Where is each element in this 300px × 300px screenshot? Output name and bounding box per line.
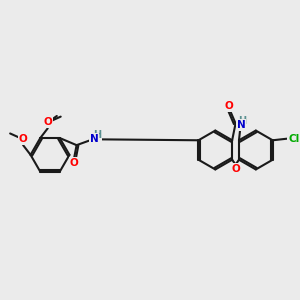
Text: N: N: [90, 134, 98, 144]
Text: H: H: [238, 116, 246, 126]
Text: O: O: [44, 118, 52, 128]
Text: Cl: Cl: [288, 134, 299, 144]
Text: O: O: [19, 134, 28, 144]
Text: N: N: [237, 120, 245, 130]
Text: O: O: [225, 101, 233, 111]
Text: H: H: [93, 130, 101, 140]
Text: O: O: [231, 164, 240, 174]
Text: O: O: [70, 158, 78, 168]
